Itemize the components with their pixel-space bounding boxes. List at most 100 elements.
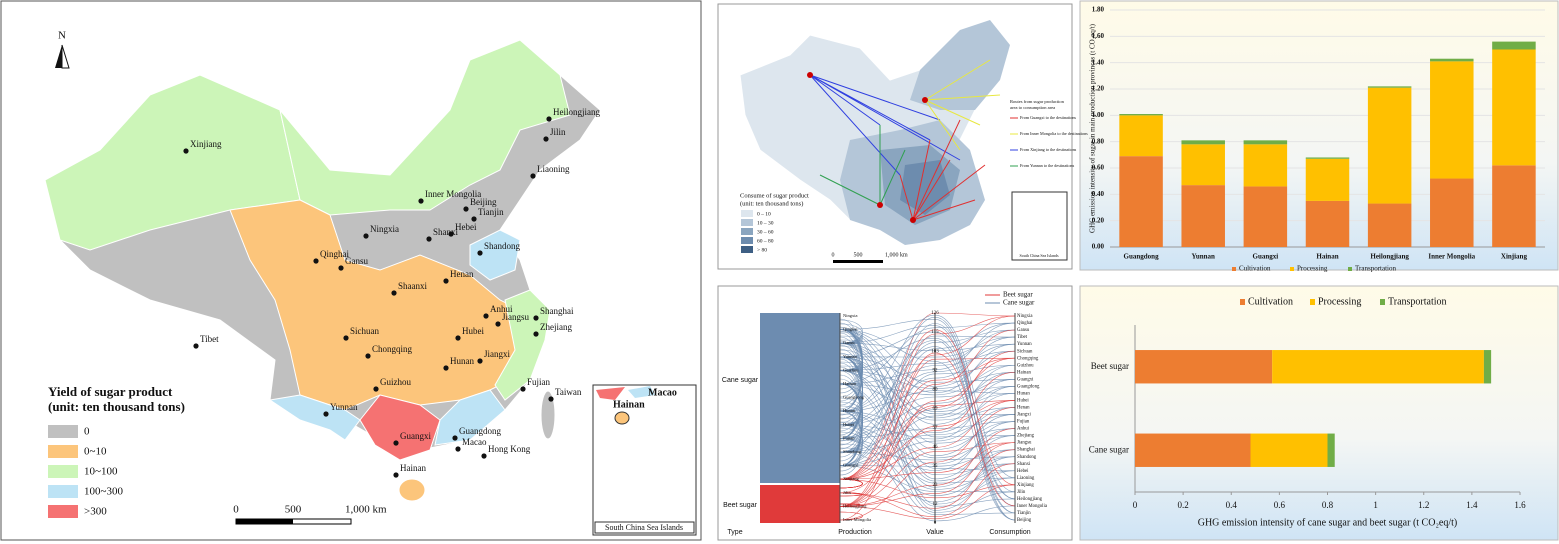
value-tick: 12 — [933, 502, 939, 507]
legend-swatch — [741, 210, 753, 217]
province-point — [455, 446, 461, 452]
legend-title: area to consumption area — [1010, 105, 1055, 110]
province-labels: Heilongjiang Jilin Liaoning Xinjiang Inner M… — [183, 107, 600, 478]
legend-title: (unit: ten thousand tons) — [48, 399, 185, 414]
legend-label: 0 — [84, 426, 90, 438]
bar — [1367, 203, 1412, 247]
province-label: Jiangxi — [484, 349, 510, 359]
legend-swatch — [1232, 267, 1236, 271]
bar — [1367, 87, 1412, 204]
legend-swatch — [1310, 299, 1315, 305]
legend-label: From Inner Mongolia to the destinations — [1020, 131, 1088, 136]
consumption-label: Inner Mongolia — [1017, 504, 1048, 509]
inset-label: Hainan — [613, 399, 645, 410]
production-label: Fujian — [843, 435, 855, 440]
province-point — [477, 250, 483, 256]
province-label: Gansu — [345, 256, 368, 266]
legend-label: From Guangxi to the destinations — [1020, 115, 1076, 120]
province-label: Tianjin — [478, 207, 504, 217]
province-point — [452, 435, 458, 441]
legend-label: From Yunnan to the destinations — [1020, 163, 1075, 168]
legend-swatch — [48, 445, 78, 458]
y-axis-title: GHG emission intensity of sugar in main … — [1089, 23, 1097, 233]
legend-swatch — [741, 246, 753, 253]
production-label: Gansu — [843, 340, 855, 345]
scale-label: 0 — [832, 252, 835, 258]
legend-label: 60 – 80 — [757, 238, 774, 244]
y-tick-label: 0.00 — [1092, 243, 1105, 251]
province-point — [363, 233, 369, 239]
consumption-label: Zhejiang — [1017, 434, 1035, 439]
province-point — [533, 331, 539, 337]
bar — [1272, 350, 1484, 384]
legend-title: Consume of sugar product — [740, 192, 809, 199]
legend-swatch — [1380, 299, 1385, 305]
flow — [839, 371, 1016, 453]
value-tick: 0 — [934, 521, 937, 526]
legend-swatch — [48, 465, 78, 478]
bar — [1243, 140, 1288, 145]
consumption-label: Hubei — [1017, 399, 1029, 404]
legend-label: Processing — [1297, 265, 1328, 273]
bar-chart: 0.00 0.20 0.40 0.60 0.80 1.00 1.20 1.40 1.60 1.80… — [1089, 6, 1545, 273]
bar — [1243, 186, 1288, 247]
x-tick-label: 0.6 — [1274, 500, 1286, 510]
flow — [839, 386, 1016, 440]
inset-title: South China Sea Islands — [1020, 253, 1059, 258]
province-point — [183, 148, 189, 154]
province-label: Liaoning — [537, 164, 570, 174]
value-tick: 23 — [933, 483, 939, 488]
production-label: Jilin — [843, 490, 852, 495]
type-label: Beet sugar — [723, 502, 758, 509]
legend-label: Transportation — [1355, 265, 1396, 273]
province-point — [455, 335, 461, 341]
consumption-label: Yunnan — [1017, 342, 1032, 347]
y-tick-label: 0.40 — [1092, 190, 1105, 198]
legend-label: 30 – 60 — [757, 229, 774, 235]
legend-swatch — [1348, 267, 1352, 271]
consumption-label: Beijing — [1017, 518, 1032, 523]
flow — [839, 346, 1016, 514]
axis-title: Value — [926, 529, 943, 536]
consumption-label: Chongqing — [1017, 356, 1039, 361]
province-point — [481, 453, 487, 459]
province-point — [418, 198, 424, 204]
barh-chart: 0 0.2 0.4 0.6 0.8 1 1.2 1.4 1.6 GHG emission inte… — [1089, 296, 1526, 528]
inset — [1011, 191, 1068, 261]
province-label: Shaanxi — [398, 281, 427, 291]
x-tick-label: 1.6 — [1514, 500, 1526, 510]
inset — [592, 384, 697, 536]
consumption-label: Xinjiang — [1017, 483, 1034, 488]
route — [924, 59, 1001, 151]
province-label: Heilongjiang — [553, 107, 600, 117]
inset-region — [614, 411, 630, 425]
north-arrow — [61, 44, 70, 69]
legend-label: >300 — [84, 506, 107, 518]
province-point — [391, 290, 397, 296]
bar — [1243, 144, 1288, 187]
province-point — [343, 335, 349, 341]
region — [540, 390, 556, 440]
bar — [1430, 61, 1474, 179]
province-label: Xinjiang — [190, 139, 222, 149]
production-label: Hunan — [843, 408, 856, 413]
province-label: Jiangsu — [502, 312, 530, 322]
consumption-label: Guizhou — [1017, 363, 1034, 368]
consumption-label: Hunan — [1017, 391, 1030, 396]
province-label: Tibet — [200, 334, 219, 344]
y-tick-label: 1.00 — [1092, 111, 1105, 119]
type-block — [760, 485, 840, 523]
value-tick: 46 — [933, 445, 939, 450]
province-label: Sichuan — [350, 326, 379, 336]
production-label: Guizhou — [843, 367, 859, 372]
legend-label: Beet sugar — [1003, 291, 1033, 299]
province-label: Hunan — [450, 356, 474, 366]
inset-label: Macao — [648, 387, 677, 398]
bar — [1119, 156, 1163, 247]
province-point — [543, 136, 549, 142]
region — [469, 229, 521, 281]
x-tick-label: 0.2 — [1178, 500, 1189, 510]
bar — [1250, 433, 1328, 467]
route-map: South China Sea Islands 0 500 1,000 km — [739, 19, 1068, 263]
region — [398, 478, 426, 502]
